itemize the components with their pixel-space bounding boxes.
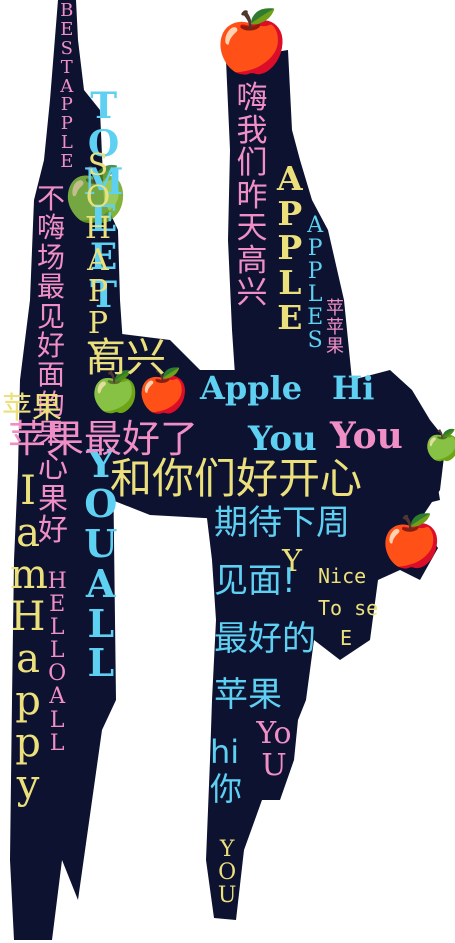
red-apple-icon: 🍎 xyxy=(137,366,190,415)
apple-fruit-text: 苹果 xyxy=(2,391,62,426)
green-apple-icon: 🍏 xyxy=(424,428,455,463)
you-small-text: YOU xyxy=(217,837,237,909)
yo-u-text: YoU xyxy=(256,716,292,783)
apples-vertical-text: APPLES xyxy=(307,213,324,354)
green-apple-icon: 🍏 xyxy=(62,162,130,225)
hi-word-text: Hi xyxy=(332,369,375,407)
apple-cn-text: 苹果 xyxy=(214,675,282,715)
hello-all-text: HELLOALL xyxy=(47,569,67,756)
green-apple-icon: 🍏 xyxy=(90,369,140,415)
e-letter-text: E xyxy=(340,626,353,650)
apple-vertical-text: APPLE xyxy=(276,159,303,337)
to-meet-text: TOMEET xyxy=(83,85,124,316)
nice-to-see-text: 不嗨场最见好面的果 xyxy=(36,182,65,451)
left-stroke-shape xyxy=(10,0,124,940)
bridge-shape xyxy=(90,330,440,520)
i-am-happy-text: IamHappy xyxy=(10,468,48,808)
apple-cn-small-text: 苹苹果 xyxy=(326,298,344,357)
so-happy-text: SOHAPPY xyxy=(84,148,112,372)
red-apple-icon: 🍎 xyxy=(214,7,289,77)
y-letter-text: Y xyxy=(282,544,302,579)
see-you-text: 见面! xyxy=(214,561,296,601)
best-apple-cn-text: 苹果最好了 xyxy=(8,417,199,461)
you-all-text: YOUALL xyxy=(84,441,118,686)
nice-text: Nice xyxy=(318,564,367,588)
heart-fruit-text: 心果好 xyxy=(38,450,68,548)
to-see-text: To se xyxy=(318,596,379,620)
you-word-pink-text: You xyxy=(330,415,403,457)
look-forward-text: 期待下周 xyxy=(214,503,350,543)
best-cn-text: 最好的 xyxy=(214,619,316,659)
best-apple-text: BESTAPPLE xyxy=(60,0,74,173)
gao-xing-text: 高兴 xyxy=(86,335,166,381)
happy-meet-text: 和你们好开心 xyxy=(110,454,363,503)
red-apple-icon: 🍎 xyxy=(380,512,443,570)
hi-yesterday-text: 嗨我们昨天高兴 xyxy=(236,80,268,312)
hi-you-cn-text: hi你 xyxy=(210,733,243,808)
you-word-text: You xyxy=(248,419,317,459)
apple-word-text: Apple xyxy=(200,369,303,407)
